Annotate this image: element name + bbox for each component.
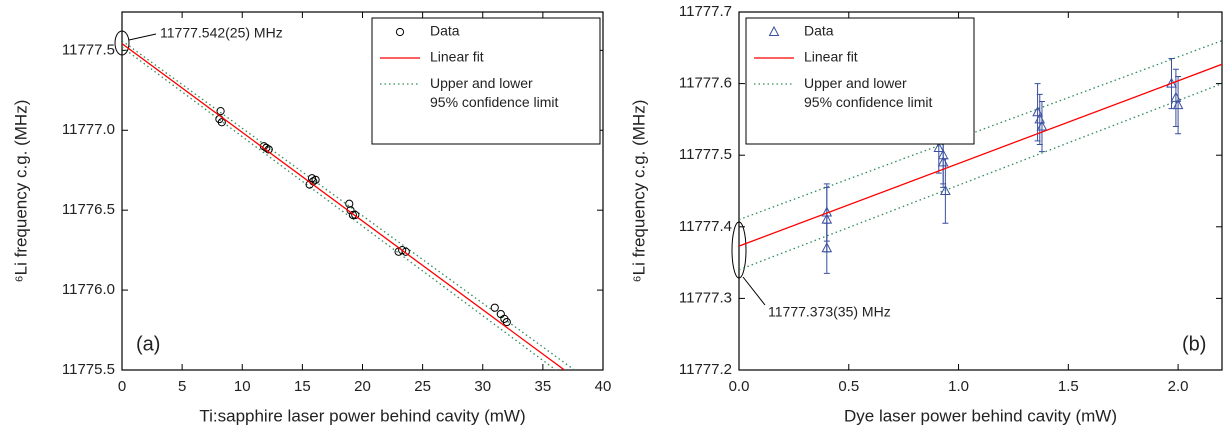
annotation: 11777.542(25) MHz [160,25,283,41]
y-tick-label: 11777.6 [679,75,732,92]
data-point [1036,120,1048,131]
confidence-upper [739,40,1222,221]
plot-area [739,40,1222,274]
x-tick-label: 5 [178,378,186,395]
x-tick-label: 10 [234,378,251,395]
data-point [1172,99,1184,110]
confidence-lower [739,82,1222,271]
data-point [768,25,780,36]
x-tick-label: 15 [294,378,311,395]
data-point [398,246,407,255]
legend-box [745,17,975,145]
legend-label: Linear fit [430,49,484,65]
y-tick-label: 11777.4 [679,218,732,235]
leader-line [128,33,157,41]
data-point [217,118,226,127]
legend-label: Data [804,23,834,39]
data-point [490,303,499,312]
y-tick-label: 11776.5 [62,201,115,218]
x-tick-label: 25 [414,378,431,395]
legend-label: Linear fit [804,49,858,65]
legend-label-wrap: Upper and lower 95% confidence limit [804,75,933,110]
legend-box [371,17,601,145]
y-tick-label: 11777.7 [679,3,732,20]
panel-label: (a) [136,333,160,355]
error-bar [1175,75,1182,135]
confidence-lower [122,46,557,370]
x-tick-label: 20 [354,378,371,395]
y-tick-label: 11777.0 [62,121,115,138]
annotation: 11777.373(35) MHz [768,304,891,320]
x-tick-label: 1.5 [1058,378,1079,395]
leader-line [742,276,766,306]
x-tick-label: 40 [595,378,612,395]
x-tick-label: 0.5 [838,378,859,395]
error-bar [823,222,830,274]
y-tick-label: 11777.3 [679,289,732,306]
data-point [348,210,357,220]
x-tick-label: 30 [474,378,491,395]
data-point [940,184,951,195]
data-point [933,141,945,153]
data-point [345,199,354,208]
legend-label: Data [430,23,460,39]
data-point [311,175,320,184]
x-tick-label: 0.0 [729,378,750,395]
y-tick-label: 11777.5 [62,41,115,58]
plot-area [122,40,576,370]
error-bar [942,158,949,224]
data-point [821,242,833,253]
fit-line [739,63,1222,247]
error-bar [1038,101,1045,153]
legend-label: Upper and lower 95% confidence limit [804,75,933,110]
y-tick-label: 11777.5 [679,146,732,163]
plot-frame [738,11,1223,371]
x-axis-label: Dye laser power behind cavity (mW) [844,406,1117,425]
y-tick-label: 11776.0 [62,281,115,298]
x-axis-label: Ti:sapphire laser power behind cavity (m… [199,406,525,425]
x-tick-label: 2.0 [1168,378,1189,395]
y-tick-label: 11777.2 [679,361,732,378]
data-point [351,210,360,220]
y-axis-label: ⁶Li frequency c.g. (MHz) [629,100,648,283]
fit-line [122,43,566,370]
data-point [401,247,410,256]
x-tick-label: 35 [535,378,552,395]
legend-label-wrap: Upper and lower 95% confidence limit [430,75,559,110]
x-tick-label: 1.0 [948,378,969,395]
y-axis-label: ⁶Li frequency c.g. (MHz) [11,100,30,283]
y-tick-label: 11775.5 [62,361,115,378]
x-tick-label: 0 [118,378,126,395]
data-point [216,106,225,116]
data-point [502,317,511,327]
confidence-upper [122,40,576,370]
legend-label: Upper and lower 95% confidence limit [430,75,559,110]
data-point [395,27,405,37]
panel-label: (b) [1182,333,1206,355]
